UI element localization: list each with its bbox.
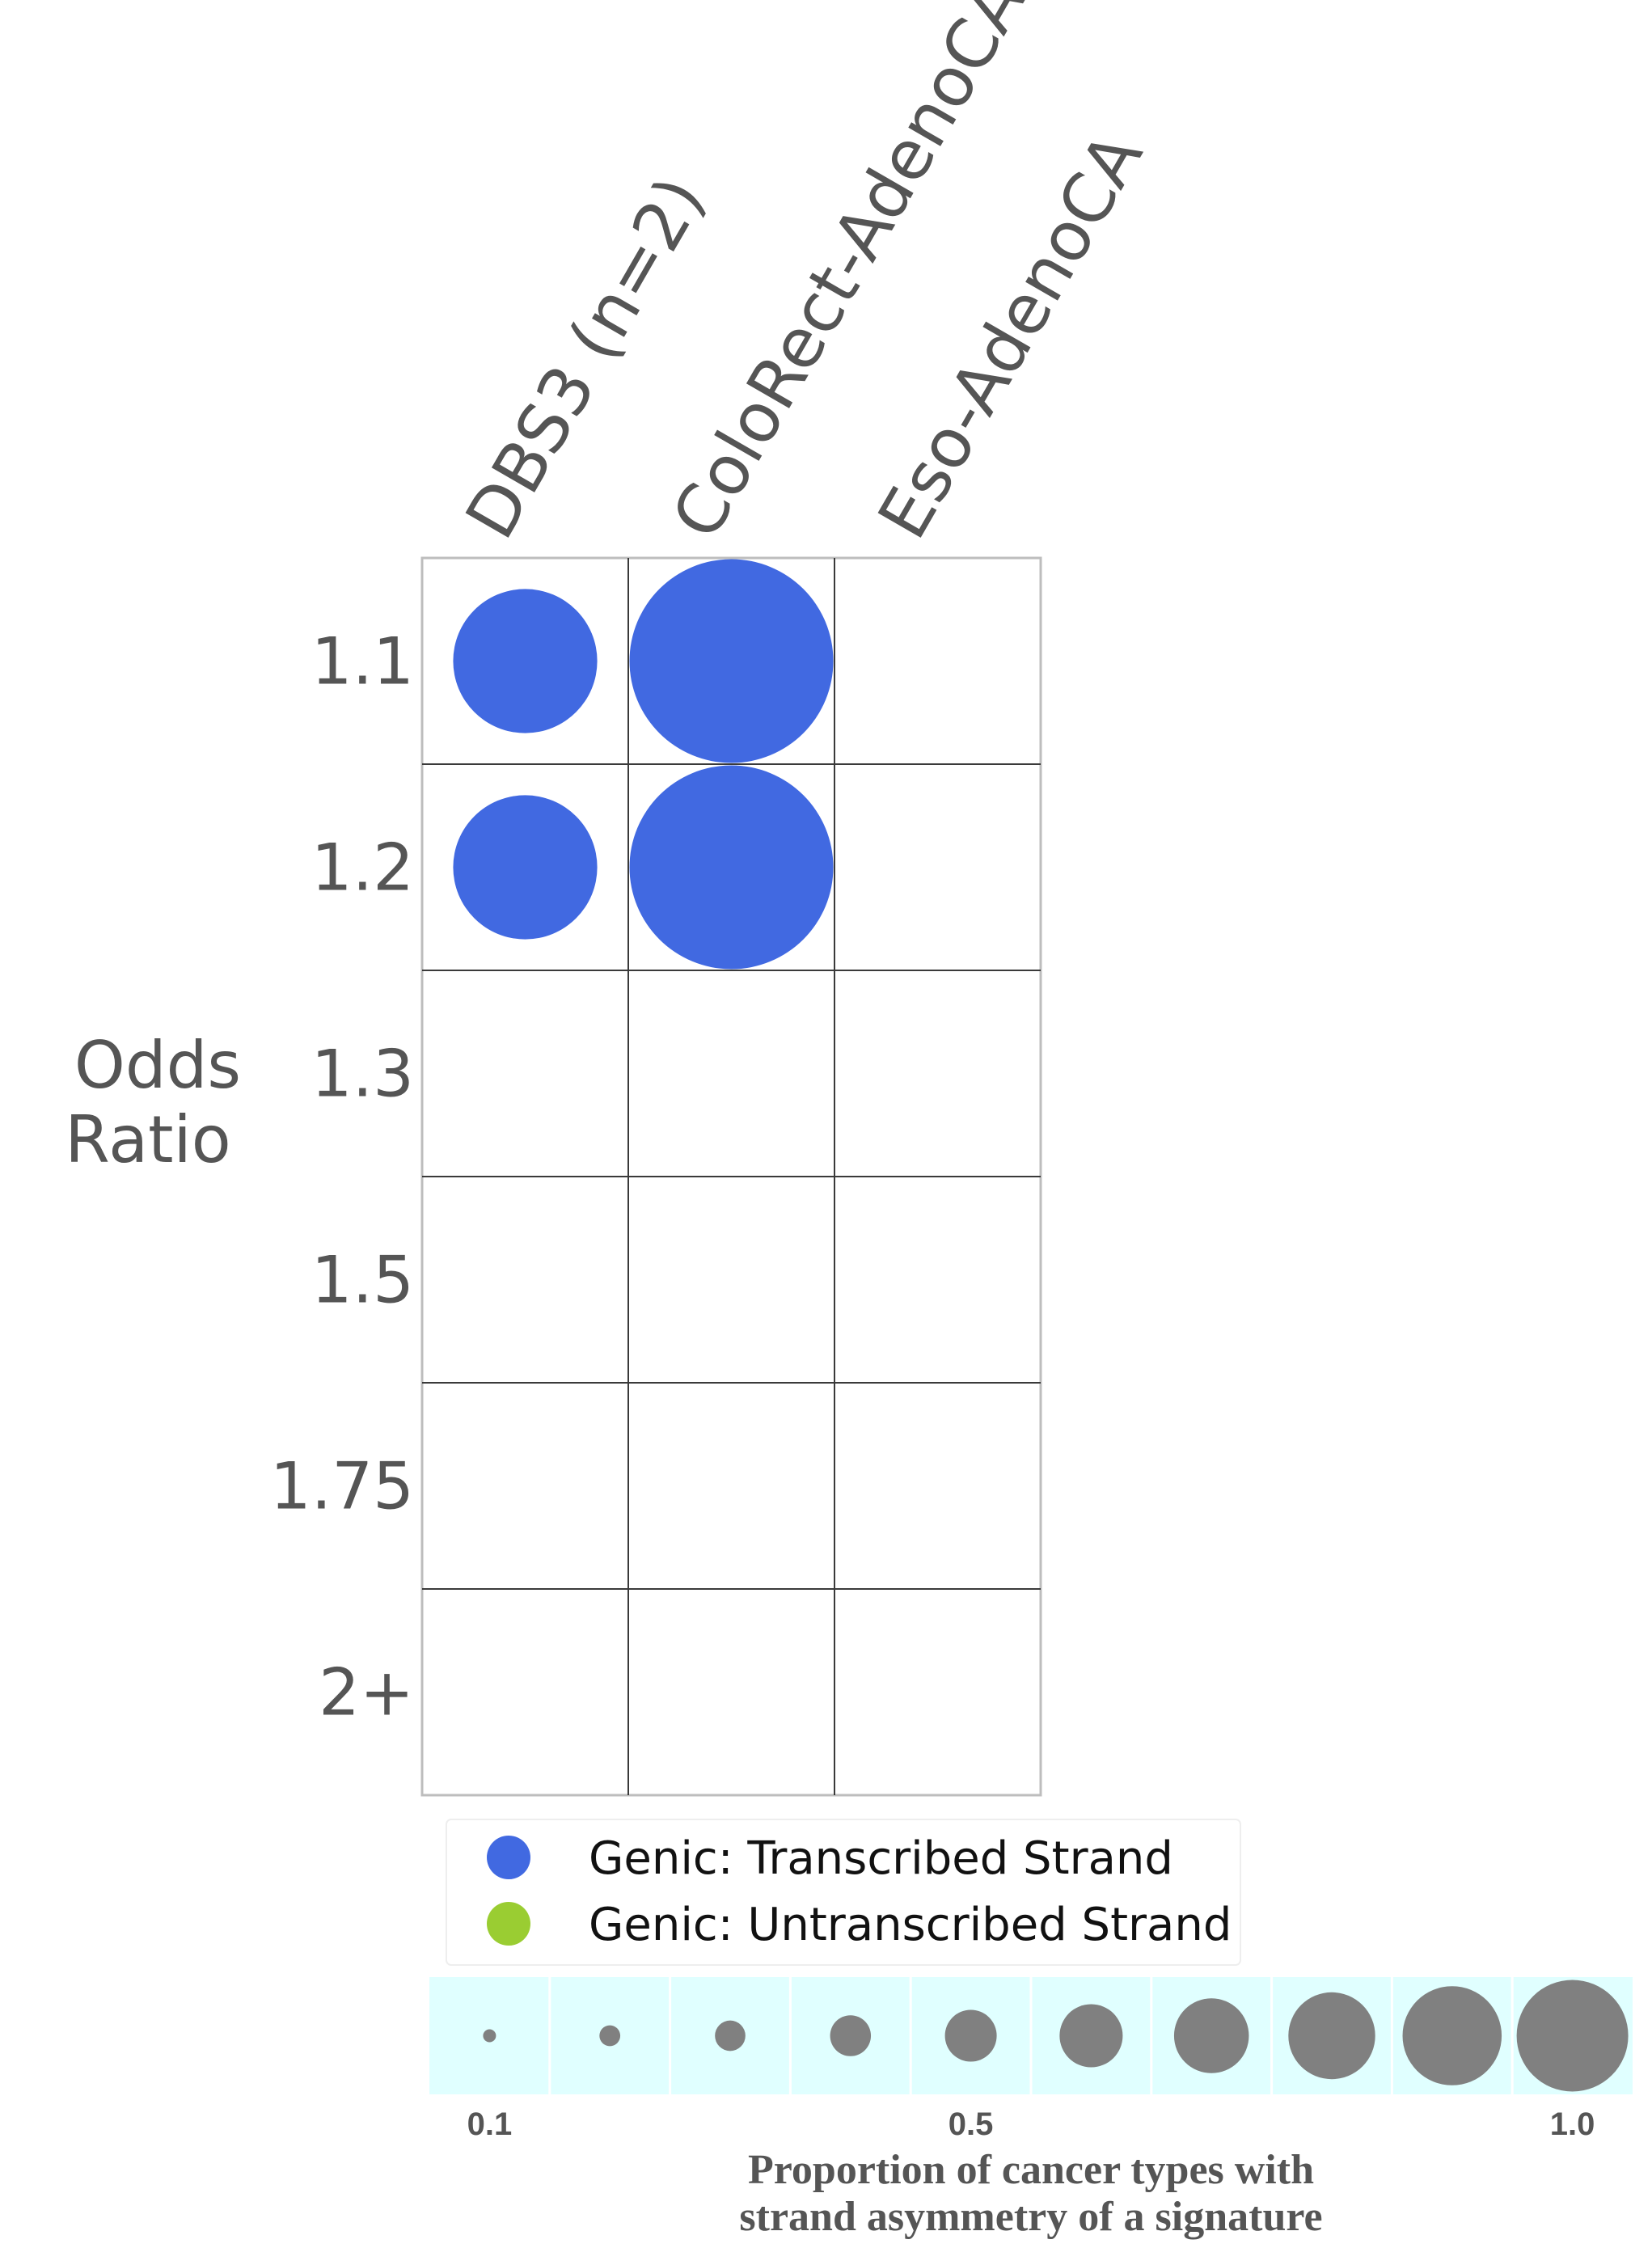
row-label-1-1: 1.1 [311, 624, 414, 699]
row-labels: 1.1 1.2 1.3 1.5 1.75 2+ [270, 624, 414, 1730]
size-scale-tick-label: 1.0 [1550, 2106, 1595, 2142]
size-scale-marker [483, 2029, 496, 2043]
column-label-colorect-adenoca: ColoRect-AdenoCA [657, 0, 1041, 551]
legend-marker-genic-transcribed-strand [487, 1836, 530, 1879]
size-scale-marker [830, 2015, 872, 2056]
size-scale-tick-label: 0.1 [467, 2106, 513, 2142]
size-scale: 0.1 0.5 1.0 Proportion of cancer types with… [429, 1977, 1633, 2240]
size-scale-marker [1402, 1986, 1502, 2085]
legend-marker-genic-untranscribed-strand [487, 1902, 530, 1946]
legend: Genic: Transcribed Strand Genic: Untransc… [446, 1819, 1241, 1966]
bubbles [453, 559, 834, 970]
size-scale-tick-label: 0.5 [949, 2106, 994, 2142]
bubble-dbs3-n-2-1-2 [453, 795, 598, 940]
size-scale-marker [1516, 1980, 1629, 2092]
row-label-1-5: 1.5 [311, 1243, 414, 1318]
size-scale-title-line: strand asymmetry of a signature [739, 2194, 1322, 2240]
size-scale-marker [944, 2009, 997, 2062]
grid [420, 556, 1042, 1797]
size-scale-marker [1173, 1998, 1249, 2073]
legend-label-genic-untranscribed-strand: Genic: Untranscribed Strand [589, 1899, 1232, 1951]
row-label-1-3: 1.3 [311, 1037, 414, 1112]
size-scale-marker [599, 2025, 621, 2047]
row-label-2: 2+ [319, 1655, 414, 1730]
size-scale-marker [1288, 1992, 1375, 2080]
y-axis-label-line: Ratio [65, 1102, 230, 1177]
size-scale-title-line: Proportion of cancer types with [748, 2147, 1314, 2193]
bubble-dbs3-n-2-1-1 [453, 589, 598, 733]
row-label-1-75: 1.75 [270, 1449, 414, 1524]
y-axis-label-line: Odds [74, 1028, 241, 1103]
bubble-colorect-adenoca-1-2 [629, 765, 834, 970]
legend-label-genic-transcribed-strand: Genic: Transcribed Strand [589, 1832, 1173, 1885]
size-scale-marker [715, 2020, 746, 2052]
legend-box [446, 1819, 1241, 1966]
row-label-1-2: 1.2 [311, 830, 414, 906]
size-scale-marker [1059, 2004, 1123, 2068]
bubble-colorect-adenoca-1-1 [629, 559, 834, 763]
